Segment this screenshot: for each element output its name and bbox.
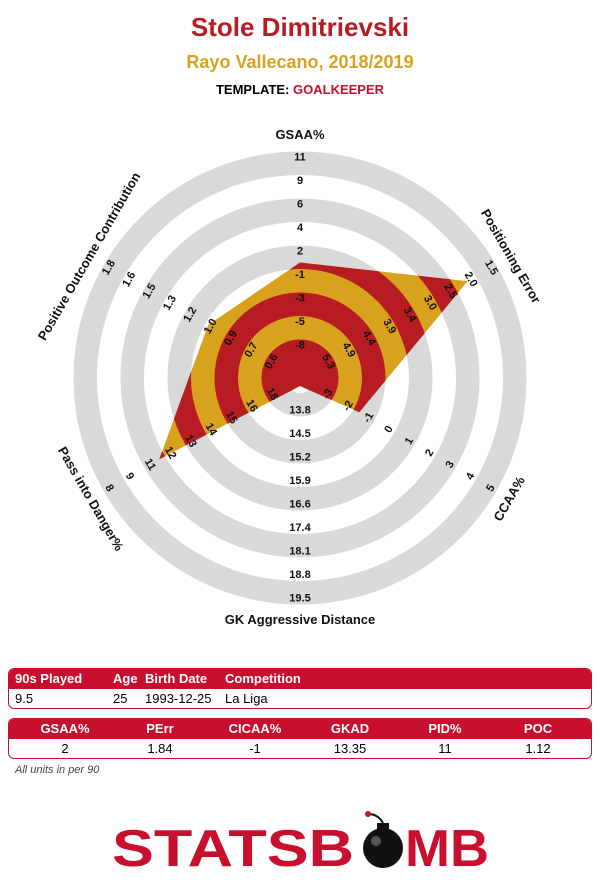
stats-value-pid: 11	[438, 741, 452, 756]
stats-value-poc: 1.12	[525, 741, 551, 756]
logo-text-left: STATSB	[112, 820, 354, 878]
info-table: 90s Played Age Birth Date Competition 9.…	[8, 668, 592, 709]
radar-tick-label: -8	[295, 339, 305, 351]
radar-tick-label: 15.2	[289, 451, 310, 463]
radar-tick-label: 18	[264, 386, 281, 403]
radar-gray-ring	[73, 151, 527, 605]
template-label: TEMPLATE:	[215, 82, 290, 97]
stats-header-gkad: GKAD	[330, 721, 370, 736]
info-value-competition: La Liga	[225, 691, 268, 706]
logo-text-right: MB	[405, 820, 489, 878]
template-value: GOALKEEPER	[293, 82, 385, 97]
radar-tick-label: 19.5	[289, 592, 310, 604]
radar-tick-label: 14.5	[289, 428, 310, 440]
stats-header-cicaa: CICAA%	[228, 721, 282, 736]
radar-tick-label: 0	[382, 424, 395, 435]
info-header-competition: Competition	[225, 671, 301, 686]
stats-header-poc: POC	[523, 721, 553, 736]
radar-tick-label: 13	[182, 433, 199, 450]
radar-tick-label: 18.1	[289, 545, 310, 557]
info-table-header: 90s Played Age Birth Date Competition	[9, 669, 591, 689]
radar-gray-ring	[120, 198, 480, 558]
radar-tick-label: 6	[297, 198, 303, 210]
radar-tick-label: 15	[223, 409, 240, 426]
stats-header-gsaa: GSAA%	[40, 721, 90, 736]
stats-value-cicaa: -1	[249, 741, 261, 756]
radar-tick-label: 1	[403, 436, 416, 447]
info-value-90s: 9.5	[15, 691, 34, 706]
radar-tick-label: 8	[102, 483, 115, 494]
stats-table-row: 2 1.84 -1 13.35 11 1.12	[9, 739, 591, 758]
info-value-birth-date: 1993-12-25	[145, 691, 212, 706]
radar-axis-label: GK Aggressive Distance	[225, 612, 376, 627]
info-value-age: 25	[113, 691, 128, 706]
radar-tick-label: -1	[295, 269, 305, 281]
info-header-90s: 90s Played	[15, 671, 83, 686]
stats-value-perr: 1.84	[147, 741, 173, 756]
radar-tick-label: -3	[295, 292, 305, 304]
stats-value-gsaa: 2	[61, 741, 69, 756]
radar-tick-label: 2	[297, 245, 303, 257]
stats-value-gkad: 13.35	[333, 741, 367, 756]
radar-tick-label: 5	[484, 483, 497, 494]
info-header-age: Age	[113, 671, 138, 686]
team-season: Rayo Vallecano, 2018/2019	[186, 52, 414, 72]
radar-tick-label: 13.8	[289, 404, 310, 416]
radar-tick-label: 11	[142, 457, 158, 473]
stats-header-pid: PID%	[428, 721, 462, 736]
stats-table-header: GSAA% PErr CICAA% GKAD PID% POC	[9, 719, 591, 739]
radar-chart: -8-5-3-12469115.34.94.43.93.43.02.52.01.…	[35, 127, 544, 627]
radar-tick-label: 2	[423, 447, 436, 458]
radar-tick-label: 17.4	[289, 522, 311, 534]
radar-tick-label: 12	[162, 445, 179, 462]
info-table-row: 9.5 25 1993-12-25 La Liga	[9, 689, 591, 708]
units-footnote: All units in per 90	[15, 764, 100, 776]
radar-tick-label: 18.8	[289, 569, 310, 581]
info-header-birth-date: Birth Date	[145, 671, 208, 686]
radar-tick-label: 9	[123, 471, 136, 482]
statsbomb-logo: STATSB O MB	[112, 811, 489, 878]
radar-tick-label: 16.6	[289, 498, 310, 510]
radar-tick-label: 11	[294, 151, 306, 163]
radar-axis-label: GSAA%	[275, 127, 325, 142]
player-name: Stole Dimitrievski	[190, 12, 410, 42]
radar-tick-label: -5	[295, 316, 305, 328]
radar-tick-label: 3	[443, 459, 456, 470]
radar-gray-ring	[167, 245, 433, 511]
stats-header-perr: PErr	[146, 721, 174, 736]
radar-tick-label: 9	[297, 175, 303, 187]
radar-tick-label: 15.9	[289, 475, 310, 487]
bomb-icon: O	[363, 811, 403, 868]
radar-tick-label: 16	[243, 398, 260, 415]
radar-tick-label: 4	[297, 222, 304, 234]
radar-center	[282, 360, 318, 396]
stats-table: GSAA% PErr CICAA% GKAD PID% POC 2 1.84 -…	[8, 718, 592, 759]
template-line: TEMPLATE: GOALKEEPER	[0, 82, 600, 97]
